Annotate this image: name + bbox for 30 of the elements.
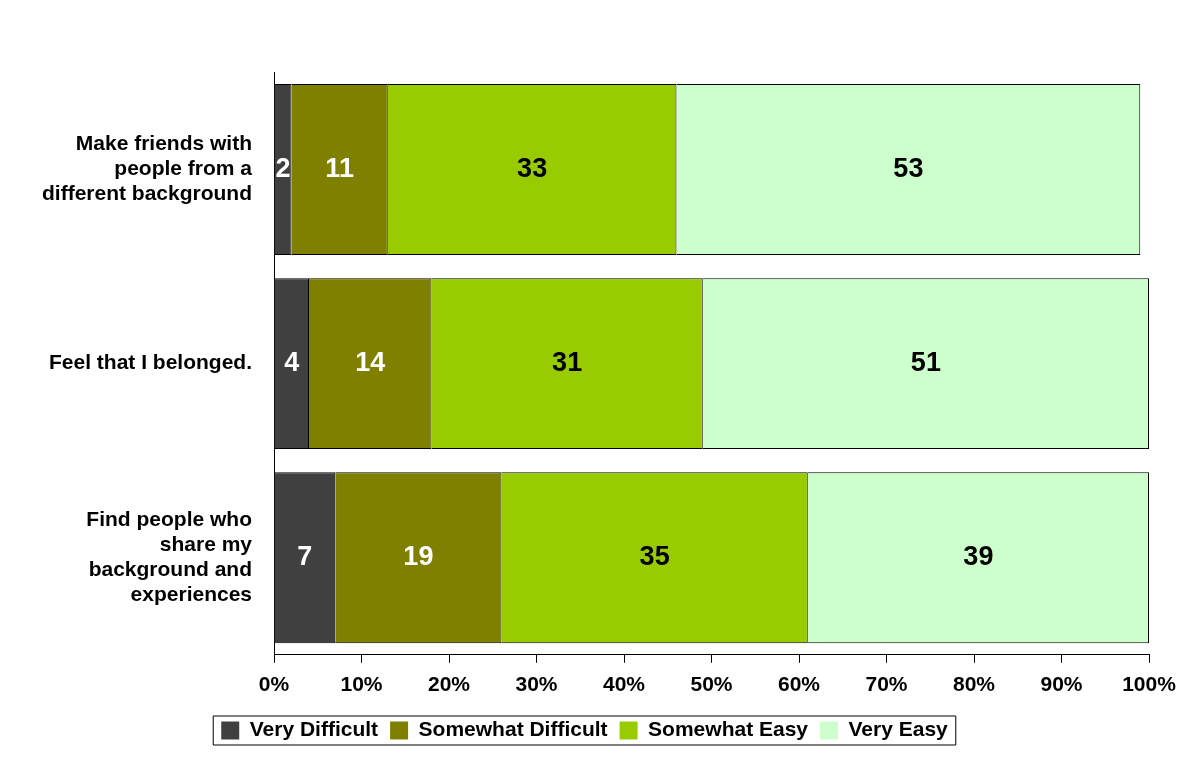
legend-label: Somewhat Difficult bbox=[418, 717, 608, 741]
x-tick-label: 60% bbox=[777, 672, 821, 696]
data-label: 2 bbox=[275, 152, 291, 183]
data-label: 7 bbox=[297, 541, 313, 572]
x-tick-label: 30% bbox=[515, 672, 558, 696]
data-label: 33 bbox=[517, 152, 548, 183]
data-label: 19 bbox=[403, 541, 434, 572]
data-label: 14 bbox=[355, 347, 386, 378]
x-tick-label: 40% bbox=[602, 672, 646, 696]
legend-label: Very Difficult bbox=[249, 717, 379, 741]
legend-label: Very Easy bbox=[848, 717, 949, 741]
x-tick-label: 80% bbox=[952, 672, 996, 696]
x-tick-label: 100% bbox=[1122, 672, 1177, 696]
data-label: 53 bbox=[893, 152, 924, 183]
data-label: 39 bbox=[963, 541, 994, 572]
x-tick-label: 20% bbox=[427, 672, 471, 696]
x-tick-label: 90% bbox=[1040, 672, 1083, 696]
data-label: 51 bbox=[910, 347, 941, 378]
legend-label: Somewhat Easy bbox=[648, 717, 809, 741]
x-tick-label: 10% bbox=[340, 672, 383, 696]
y-tick-label: Find people who share my background and experiences bbox=[86, 506, 253, 606]
y-tick-label: Feel that I belonged. bbox=[48, 350, 253, 374]
data-label: 35 bbox=[639, 541, 670, 572]
x-tick-label: 0% bbox=[258, 672, 290, 696]
data-label: 11 bbox=[325, 152, 354, 183]
x-tick-label: 50% bbox=[690, 672, 733, 696]
data-label: 31 bbox=[552, 347, 583, 378]
x-tick-label: 70% bbox=[865, 672, 908, 696]
data-label: 4 bbox=[284, 347, 300, 378]
y-tick-label: Make friends with people from a different background bbox=[41, 131, 253, 205]
